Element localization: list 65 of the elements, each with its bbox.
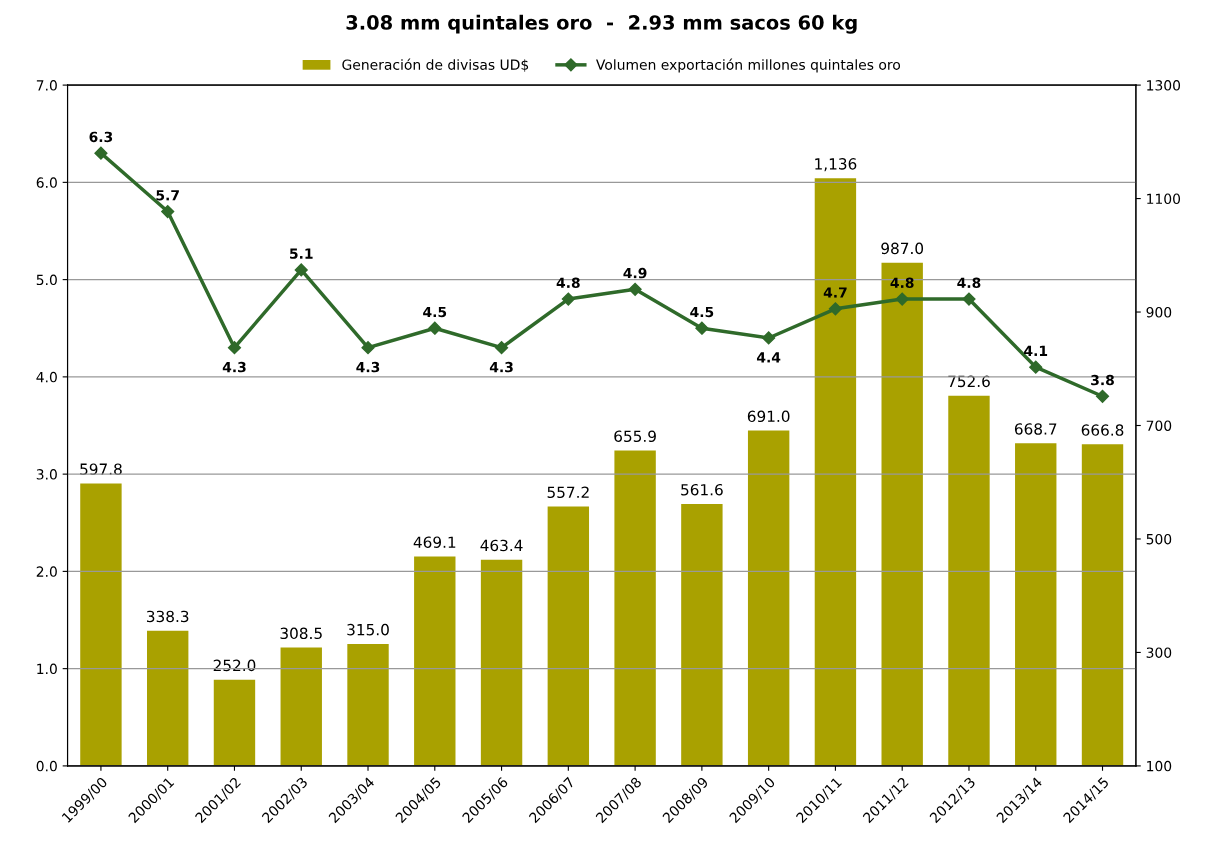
point bbox=[762, 331, 776, 345]
data-label: 5.7 bbox=[156, 190, 179, 201]
y-tick-label: 4.0 bbox=[36, 371, 57, 383]
data-label: 557.2 bbox=[547, 486, 589, 498]
data-label: 666.8 bbox=[1081, 424, 1124, 436]
chart-title: 3.08 mm quintales oro - 2.93 mm sacos 60 kg bbox=[346, 14, 857, 34]
data-label: 691.0 bbox=[747, 410, 790, 423]
data-label: 308.5 bbox=[280, 627, 322, 640]
data-label: 4.7 bbox=[823, 287, 847, 298]
point bbox=[428, 321, 442, 335]
data-label: 597.8 bbox=[80, 463, 122, 475]
data-label: 4.1 bbox=[1024, 345, 1048, 356]
y2-tick-label: 300 bbox=[1146, 647, 1172, 658]
point bbox=[962, 292, 976, 306]
point bbox=[494, 341, 509, 355]
data-label: 561.6 bbox=[681, 483, 723, 496]
data-label: 469.1 bbox=[413, 536, 456, 548]
data-label: 987.0 bbox=[881, 242, 924, 255]
data-label: 338.3 bbox=[146, 610, 189, 623]
y-tick-label: 2.0 bbox=[36, 566, 57, 577]
point bbox=[828, 302, 843, 316]
y2-tick-label: 700 bbox=[1146, 420, 1172, 431]
legend-label: Volumen exportación millones quintales oro bbox=[596, 58, 901, 73]
point bbox=[1095, 389, 1110, 403]
y-tick-label: 5.0 bbox=[36, 274, 57, 286]
data-label: 3.8 bbox=[1091, 374, 1114, 386]
y2-tick-label: 1300 bbox=[1147, 80, 1181, 91]
data-label: 4.3 bbox=[489, 361, 513, 373]
data-label: 4.8 bbox=[890, 277, 914, 289]
point bbox=[227, 341, 242, 355]
data-label: 668.7 bbox=[1014, 423, 1057, 435]
point bbox=[1029, 360, 1043, 374]
data-label: 4.8 bbox=[957, 277, 981, 289]
data-label: 1,136 bbox=[815, 158, 857, 172]
point bbox=[94, 146, 108, 160]
point bbox=[294, 263, 308, 277]
data-label: 4.9 bbox=[623, 267, 647, 279]
point bbox=[561, 292, 575, 306]
data-label: 752.6 bbox=[948, 375, 990, 388]
y-tick-label: 0.0 bbox=[36, 760, 57, 772]
point bbox=[628, 282, 642, 296]
data-label: 463.4 bbox=[480, 539, 523, 552]
point bbox=[895, 292, 909, 306]
legend-label: Generación de divisas UD$ bbox=[342, 58, 529, 72]
data-label: 4.8 bbox=[556, 277, 580, 289]
y2-tick-label: 900 bbox=[1146, 307, 1172, 318]
data-label: 655.9 bbox=[614, 430, 656, 442]
data-label: 4.5 bbox=[690, 306, 714, 318]
y-tick-label: 1.0 bbox=[37, 663, 57, 675]
data-label: 4.3 bbox=[222, 361, 246, 373]
y-tick-label: 6.0 bbox=[36, 177, 57, 188]
data-label: 6.3 bbox=[89, 131, 113, 143]
point bbox=[695, 321, 709, 335]
data-label: 315.0 bbox=[347, 623, 389, 636]
y2-tick-label: 100 bbox=[1147, 760, 1172, 772]
y2-tick-label: 500 bbox=[1146, 533, 1172, 545]
data-label: 4.4 bbox=[756, 352, 781, 363]
y-tick-label: 7.0 bbox=[36, 80, 57, 91]
data-label: 4.3 bbox=[356, 361, 380, 373]
data-label: 4.5 bbox=[423, 306, 447, 318]
y-tick-label: 3.0 bbox=[36, 469, 57, 480]
y2-tick-label: 1100 bbox=[1147, 193, 1181, 205]
point bbox=[161, 204, 175, 219]
point bbox=[361, 341, 375, 355]
data-label: 5.1 bbox=[290, 248, 313, 259]
